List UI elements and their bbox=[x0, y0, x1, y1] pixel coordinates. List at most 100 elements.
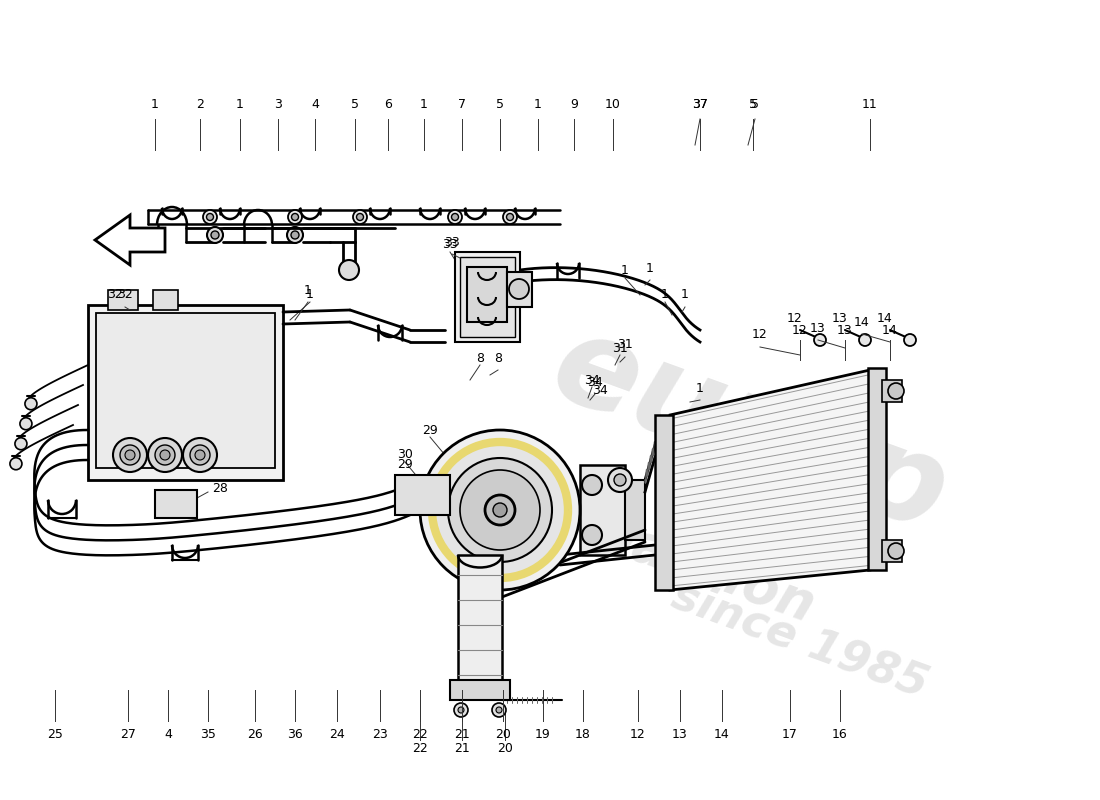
Text: 33: 33 bbox=[442, 238, 458, 251]
Circle shape bbox=[485, 495, 515, 525]
Text: 14: 14 bbox=[882, 323, 898, 337]
Text: 1: 1 bbox=[306, 289, 313, 302]
Text: 1: 1 bbox=[681, 289, 689, 302]
Text: 1: 1 bbox=[646, 262, 653, 274]
Text: 1: 1 bbox=[236, 98, 244, 111]
Circle shape bbox=[25, 398, 37, 410]
Text: 20: 20 bbox=[497, 742, 513, 754]
Circle shape bbox=[155, 445, 175, 465]
Text: 8: 8 bbox=[476, 351, 484, 365]
Circle shape bbox=[454, 703, 467, 717]
Text: 36: 36 bbox=[287, 729, 303, 742]
Text: 6: 6 bbox=[384, 98, 392, 111]
Circle shape bbox=[492, 703, 506, 717]
Text: 33: 33 bbox=[444, 235, 460, 249]
Text: 21: 21 bbox=[454, 742, 470, 754]
Text: 2: 2 bbox=[196, 98, 204, 111]
Text: 1: 1 bbox=[151, 98, 158, 111]
Bar bbox=[625, 480, 645, 540]
Circle shape bbox=[190, 445, 210, 465]
Text: 29: 29 bbox=[397, 458, 412, 471]
Text: 13: 13 bbox=[810, 322, 826, 334]
Bar bbox=[580, 465, 625, 555]
Polygon shape bbox=[670, 370, 870, 590]
Text: 26: 26 bbox=[248, 729, 263, 742]
Bar bbox=[88, 305, 283, 480]
Text: europ: europ bbox=[537, 303, 964, 557]
Text: 31: 31 bbox=[617, 338, 632, 351]
Text: 12: 12 bbox=[630, 729, 646, 742]
Text: 17: 17 bbox=[782, 729, 797, 742]
Circle shape bbox=[503, 210, 517, 224]
Circle shape bbox=[458, 707, 464, 713]
Bar bbox=[868, 368, 886, 570]
Text: 13: 13 bbox=[832, 311, 848, 325]
Text: 1: 1 bbox=[535, 98, 542, 111]
Circle shape bbox=[183, 438, 217, 472]
Bar bbox=[458, 555, 502, 695]
Circle shape bbox=[420, 430, 580, 590]
Text: 34: 34 bbox=[592, 383, 608, 397]
Text: 13: 13 bbox=[837, 323, 852, 337]
Circle shape bbox=[904, 334, 916, 346]
Circle shape bbox=[113, 438, 147, 472]
Bar bbox=[507, 272, 532, 307]
Circle shape bbox=[195, 450, 205, 460]
Text: 22: 22 bbox=[412, 729, 428, 742]
Circle shape bbox=[814, 334, 826, 346]
Bar bbox=[882, 540, 902, 562]
Circle shape bbox=[608, 468, 632, 492]
Text: 1: 1 bbox=[304, 283, 312, 297]
Bar bbox=[395, 475, 450, 515]
Text: 1: 1 bbox=[661, 289, 669, 302]
Circle shape bbox=[353, 210, 367, 224]
Text: 16: 16 bbox=[832, 729, 848, 742]
Circle shape bbox=[460, 470, 540, 550]
Circle shape bbox=[20, 418, 32, 430]
Text: 4: 4 bbox=[311, 98, 319, 111]
Bar bbox=[468, 267, 507, 322]
Bar bbox=[455, 252, 520, 342]
Bar bbox=[108, 290, 138, 310]
Circle shape bbox=[493, 503, 507, 517]
Circle shape bbox=[211, 231, 219, 239]
Text: 37: 37 bbox=[692, 98, 708, 111]
Bar bbox=[155, 490, 197, 518]
Circle shape bbox=[888, 543, 904, 559]
Text: 5: 5 bbox=[496, 98, 504, 111]
Text: 18: 18 bbox=[575, 729, 591, 742]
Circle shape bbox=[339, 260, 359, 280]
Circle shape bbox=[496, 707, 502, 713]
Circle shape bbox=[15, 438, 26, 450]
Bar bbox=[882, 380, 902, 402]
Text: 5: 5 bbox=[749, 98, 757, 111]
Text: 19: 19 bbox=[535, 729, 551, 742]
Circle shape bbox=[432, 442, 568, 578]
Text: 32: 32 bbox=[117, 289, 133, 302]
Circle shape bbox=[614, 474, 626, 486]
Circle shape bbox=[292, 231, 299, 239]
Text: 5: 5 bbox=[351, 98, 359, 111]
Text: 1: 1 bbox=[696, 382, 704, 394]
Circle shape bbox=[356, 214, 363, 221]
Text: 5: 5 bbox=[751, 98, 759, 111]
Polygon shape bbox=[95, 215, 165, 265]
Text: 37: 37 bbox=[692, 98, 708, 111]
Circle shape bbox=[10, 458, 22, 470]
Text: since 1985: since 1985 bbox=[667, 574, 934, 706]
Text: 14: 14 bbox=[854, 315, 870, 329]
Text: 30: 30 bbox=[397, 449, 412, 462]
Text: 31: 31 bbox=[612, 342, 628, 354]
Circle shape bbox=[888, 383, 904, 399]
Circle shape bbox=[207, 227, 223, 243]
Circle shape bbox=[160, 450, 170, 460]
Text: 11: 11 bbox=[862, 98, 878, 111]
Circle shape bbox=[582, 475, 602, 495]
Circle shape bbox=[506, 214, 514, 221]
Text: 34: 34 bbox=[584, 374, 600, 386]
Bar bbox=[450, 680, 510, 700]
Circle shape bbox=[148, 438, 182, 472]
Circle shape bbox=[288, 210, 302, 224]
Bar bbox=[96, 313, 275, 468]
Text: 7: 7 bbox=[458, 98, 466, 111]
